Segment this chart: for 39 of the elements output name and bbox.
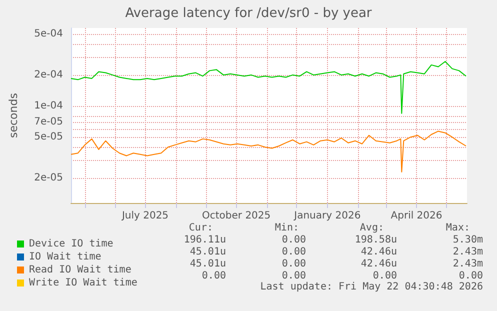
y-tick-label: 5e-05 bbox=[34, 132, 63, 143]
line-series bbox=[70, 130, 467, 172]
y-tick-label: 2e-05 bbox=[34, 172, 63, 184]
x-tick-label: January 2026 bbox=[293, 210, 361, 222]
text: 0.00 bbox=[282, 258, 306, 270]
x-tick-label: July 2025 bbox=[120, 210, 169, 222]
text: 198.58u bbox=[354, 234, 397, 246]
text: Cur: bbox=[188, 222, 213, 234]
chart-title: Average latency for /dev/sr0 - by year bbox=[125, 6, 372, 21]
text: 5.30m bbox=[452, 234, 483, 246]
text: Min: bbox=[274, 222, 299, 234]
text: 196.11u bbox=[184, 234, 226, 246]
y-tick-label: 5e-04 bbox=[34, 28, 63, 40]
text: 0.00 bbox=[282, 270, 306, 282]
y-axis-title: seconds bbox=[7, 92, 20, 138]
text: Max: bbox=[446, 222, 470, 234]
y-tick-label: 2e-04 bbox=[34, 69, 63, 80]
text: 0.00 bbox=[458, 270, 483, 282]
text: 2.43m bbox=[452, 246, 483, 258]
legend-label: Device IO time bbox=[29, 238, 114, 250]
text: Avg: bbox=[360, 222, 384, 234]
text: 42.46u bbox=[360, 246, 397, 258]
text: 45.01u bbox=[190, 258, 226, 270]
x-tick-label: April 2026 bbox=[390, 210, 442, 222]
legend-label: Write IO Wait time bbox=[29, 278, 138, 288]
legend-label: IO Wait time bbox=[29, 252, 102, 262]
text: 0.00 bbox=[202, 270, 226, 282]
x-tick-label: October 2025 bbox=[202, 210, 271, 222]
text: 0.00 bbox=[282, 234, 306, 246]
line-series bbox=[70, 61, 467, 114]
y-tick-label: 1e-04 bbox=[34, 100, 63, 112]
text: Last update: Fri May 22 04:30:48 2026 bbox=[260, 282, 483, 292]
text: 45.01u bbox=[190, 246, 226, 258]
text: 2.43m bbox=[452, 258, 483, 270]
text: 0.00 bbox=[282, 246, 306, 258]
text: 42.46u bbox=[360, 258, 397, 270]
legend-label: Read IO Wait time bbox=[29, 264, 132, 276]
y-tick-label: 7e-05 bbox=[34, 116, 63, 128]
text: 0.00 bbox=[372, 270, 397, 282]
